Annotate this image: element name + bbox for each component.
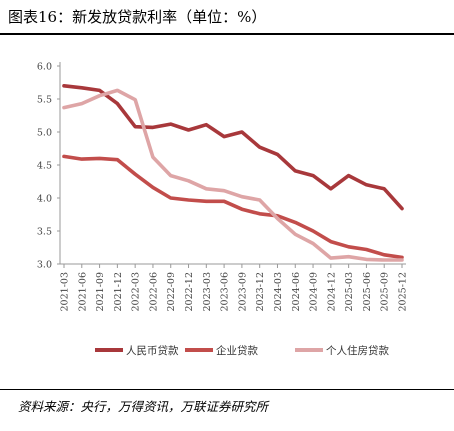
y-tick-label: 6.0 (37, 62, 52, 73)
x-tick-label: 2023-12 (255, 272, 266, 311)
x-tick-label: 2023-09 (237, 272, 248, 311)
y-tick-label: 4.0 (37, 194, 52, 205)
x-tick-label: 2025-09 (380, 272, 391, 311)
y-tick-label: 5.5 (37, 95, 52, 106)
series-line-1 (62, 83, 404, 211)
x-tick-label: 2025-12 (398, 272, 409, 311)
x-tick-label: 2022-09 (166, 272, 177, 311)
source-note: 资料来源：央行，万得资讯，万联证券研究所 (18, 399, 269, 414)
y-tick-label: 3.0 (37, 260, 52, 271)
legend-label: 企业贷款 (216, 344, 258, 357)
x-tick-label: 2021-03 (60, 272, 71, 311)
line-chart: 6.0 5.5 5.0 4.5 4.0 3.5 3.0 2021-03 2021-06 2021-… (37, 62, 409, 358)
x-tick-label: 2021-09 (95, 272, 106, 311)
figure-title: 图表16：新发放贷款利率（单位：%） (8, 8, 267, 26)
y-tick-label: 3.5 (37, 227, 52, 238)
series-line-3 (62, 88, 404, 262)
x-tick-label: 2024-06 (291, 272, 302, 311)
x-tick-label: 2023-03 (202, 272, 213, 311)
source-rule (0, 389, 454, 390)
y-tick-label: 5.0 (37, 128, 52, 139)
legend-label: 个人住房贷款 (326, 344, 389, 357)
x-tick-label: 2024-03 (273, 272, 284, 311)
series-line-2 (62, 154, 404, 260)
y-tick-label: 4.5 (37, 161, 52, 172)
legend-label: 人民币贷款 (126, 344, 179, 357)
title-rule (0, 33, 454, 35)
x-tick-label: 2021-12 (113, 272, 124, 311)
x-tick-label: 2024-12 (326, 272, 337, 311)
x-tick-label: 2021-06 (77, 272, 88, 311)
x-tick-label: 2025-06 (362, 272, 373, 311)
x-tick-label: 2022-03 (131, 272, 142, 311)
x-tick-label: 2025-03 (344, 272, 355, 311)
x-tick-label: 2022-06 (148, 272, 159, 311)
x-tick-label: 2022-12 (184, 272, 195, 311)
x-tick-label: 2024-09 (309, 272, 320, 311)
x-tick-label: 2023-06 (220, 272, 231, 311)
